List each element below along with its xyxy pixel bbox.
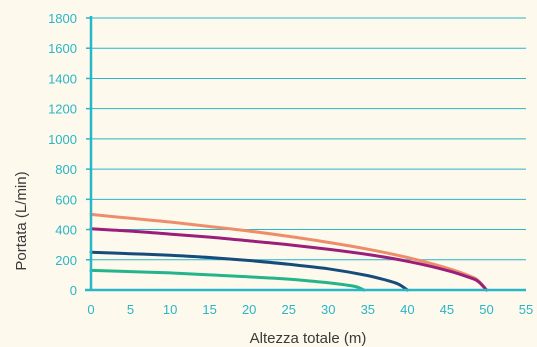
x-tick-label: 0 [87, 302, 94, 317]
x-tick-label: 50 [479, 302, 493, 317]
x-tick-label: 30 [321, 302, 335, 317]
x-tick-label: 20 [242, 302, 256, 317]
x-tick-label: 35 [361, 302, 375, 317]
y-tick-label: 0 [70, 283, 77, 298]
x-tick-label: 55 [519, 302, 533, 317]
y-tick-label: 400 [55, 223, 77, 238]
y-tick-label: 1000 [48, 132, 77, 147]
y-tick-label: 800 [55, 162, 77, 177]
series-lines [89, 212, 488, 292]
y-tick-labels: 0 200 400 600 800 1000 1200 1400 1600 1800 [48, 11, 77, 298]
x-tick-label: 5 [127, 302, 134, 317]
grid-lines [91, 17, 526, 261]
y-tick-label: 1400 [48, 71, 77, 86]
x-tick-label: 25 [281, 302, 295, 317]
y-tick-label: 600 [55, 192, 77, 207]
x-tick-label: 10 [163, 302, 177, 317]
x-tick-labels: 0 5 10 15 20 25 30 35 40 45 50 55 [87, 302, 533, 317]
x-tick-label: 45 [440, 302, 454, 317]
y-axis-label: Portata (L/min) [13, 171, 30, 270]
axes [85, 16, 526, 292]
x-tick-label: 15 [202, 302, 216, 317]
series-line-3 [89, 250, 409, 292]
series-line-4 [89, 268, 366, 292]
y-tick-label: 200 [55, 253, 77, 268]
y-tick-label: 1600 [48, 41, 77, 56]
x-tick-label: 40 [400, 302, 414, 317]
y-tick-label: 1200 [48, 102, 77, 117]
x-axis-label: Altezza totale (m) [250, 330, 367, 347]
y-tick-label: 1800 [48, 11, 77, 26]
series-line-2 [89, 227, 488, 292]
